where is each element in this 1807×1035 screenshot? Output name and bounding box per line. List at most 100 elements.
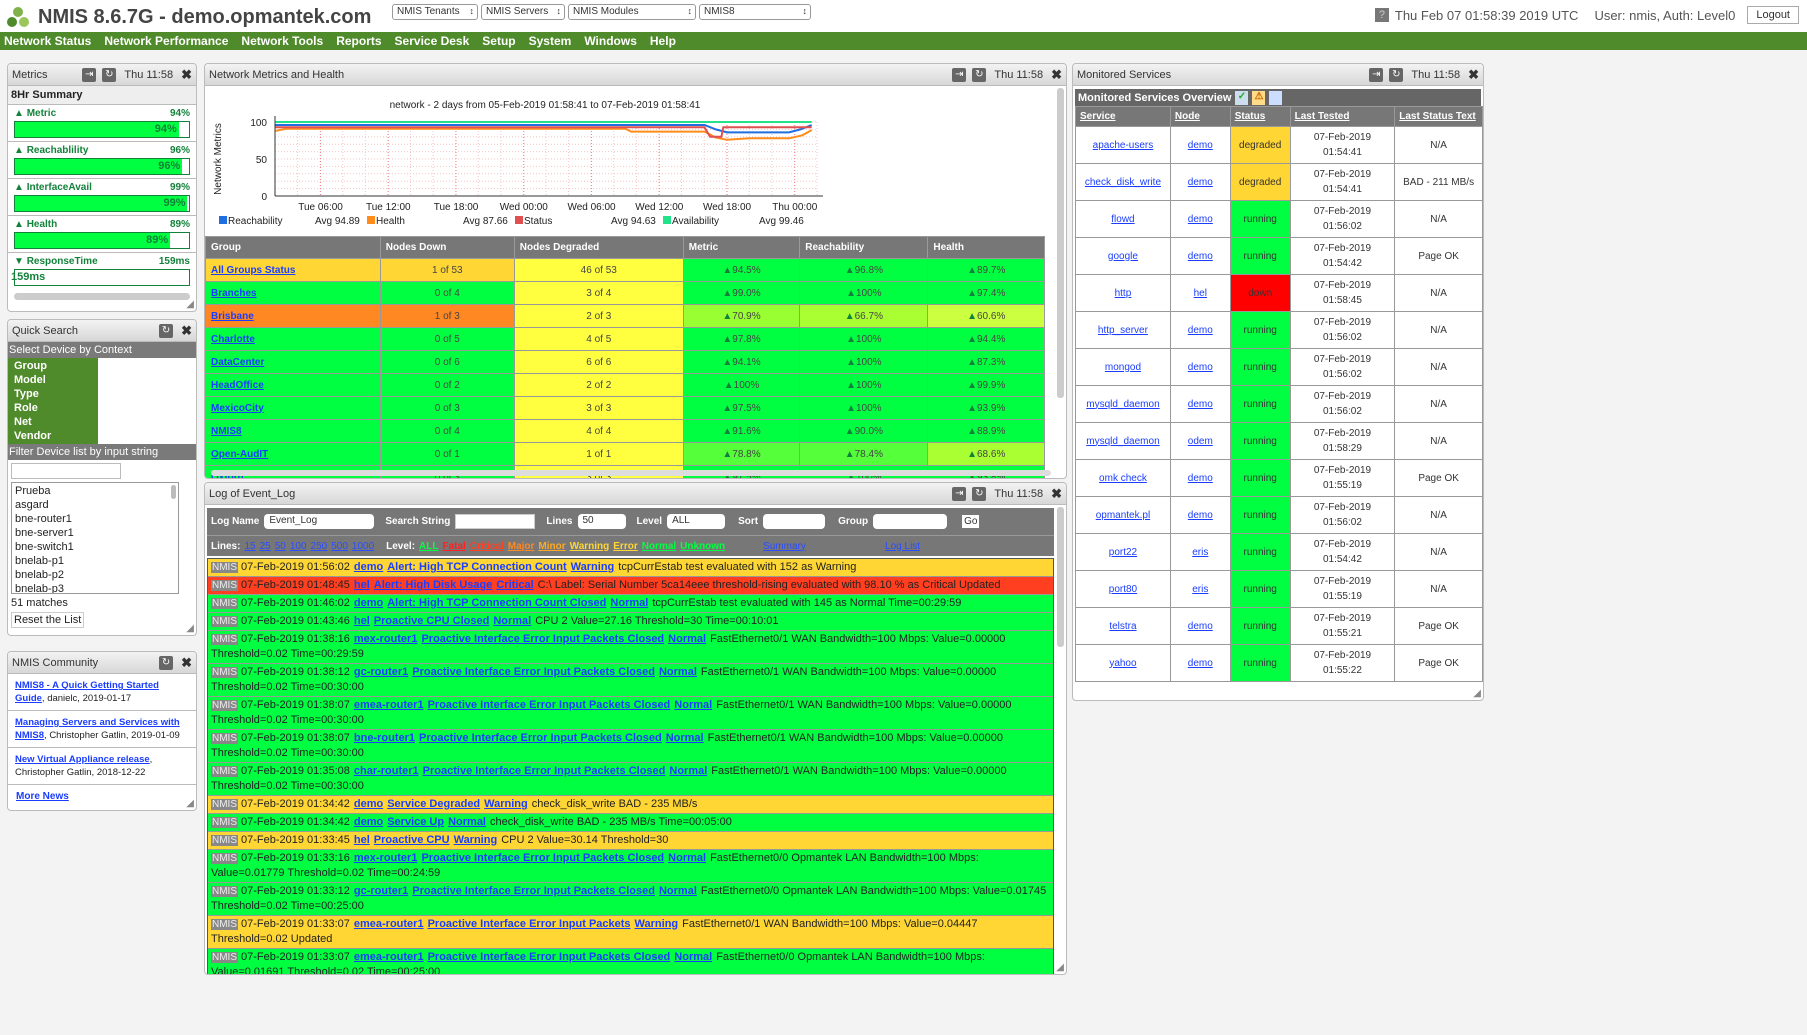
group-link[interactable]: Open-AudIT xyxy=(211,448,269,460)
node-link[interactable]: demo xyxy=(1187,324,1213,336)
log-level-link[interactable]: Warning xyxy=(484,798,528,810)
lines-link-50[interactable]: 50 xyxy=(274,540,286,552)
log-node-link[interactable]: hel xyxy=(353,579,370,591)
refresh-icon[interactable]: ↻ xyxy=(972,486,987,501)
sort-link[interactable]: Last Tested xyxy=(1294,111,1350,122)
log-node-link[interactable]: emea-router1 xyxy=(353,699,424,711)
level-link-error[interactable]: Error xyxy=(613,540,638,552)
node-link[interactable]: odem xyxy=(1187,435,1213,447)
close-icon[interactable]: ✖ xyxy=(181,654,192,670)
close-icon[interactable]: ✖ xyxy=(181,322,192,338)
servers-select[interactable]: NMIS Servers xyxy=(481,4,565,20)
lines-link-500[interactable]: 500 xyxy=(331,540,348,552)
refresh-icon[interactable]: ↻ xyxy=(159,323,174,338)
group-link[interactable]: All Groups Status xyxy=(211,264,296,276)
log-event-link[interactable]: Proactive Interface Error Input Packets … xyxy=(422,765,666,777)
log-event-link[interactable]: Proactive Interface Error Input Packets … xyxy=(412,666,655,678)
log-node-link[interactable]: mex-router1 xyxy=(353,633,418,645)
ok-filter-icon[interactable]: ✓ xyxy=(1235,90,1249,105)
sort-link[interactable]: Last Status Text xyxy=(1399,111,1476,122)
refresh-icon[interactable]: ↻ xyxy=(972,67,987,82)
level-link-all[interactable]: ALL xyxy=(419,540,439,552)
level-link-fatal[interactable]: Fatal xyxy=(442,540,466,552)
go-button[interactable]: Go xyxy=(962,515,980,528)
sort-link[interactable]: Status xyxy=(1234,111,1266,122)
help-icon[interactable]: ? xyxy=(1374,8,1389,22)
node-link[interactable]: demo xyxy=(1187,509,1213,521)
context-role[interactable]: Role xyxy=(14,402,38,414)
log-level-link[interactable]: Normal xyxy=(674,699,713,711)
node-link[interactable]: demo xyxy=(1187,250,1213,262)
log-level-link[interactable]: Warning xyxy=(634,918,679,930)
service-link[interactable]: google xyxy=(1107,250,1138,262)
service-link[interactable]: http_server xyxy=(1097,324,1148,336)
level-link-major[interactable]: Major xyxy=(507,540,535,552)
node-link[interactable]: demo xyxy=(1187,361,1213,373)
log-event-link[interactable]: Proactive CPU Closed xyxy=(373,615,490,627)
device-item[interactable]: bnelab-p3 xyxy=(15,583,64,594)
context-type[interactable]: Type xyxy=(14,388,39,400)
warning-filter-icon[interactable]: ⚠ xyxy=(1252,90,1266,105)
log-event-link[interactable]: Alert: High Disk Usage xyxy=(373,579,493,591)
node-link[interactable]: eris xyxy=(1192,583,1209,595)
log-level-link[interactable]: Warning xyxy=(570,561,615,573)
service-link[interactable]: port80 xyxy=(1108,583,1138,595)
column-header[interactable]: Node xyxy=(1169,106,1231,127)
node-link[interactable]: demo xyxy=(1187,620,1213,632)
popout-icon[interactable]: ⇥ xyxy=(82,67,97,82)
lines-link-15[interactable]: 15 xyxy=(244,540,256,552)
context-vendor[interactable]: Vendor xyxy=(14,430,52,442)
service-link[interactable]: opmantek.pl xyxy=(1095,509,1151,521)
panel-header[interactable]: Log of Event_Log ⇥ ↻ Thu 11:58 ✖ xyxy=(205,483,1066,505)
context-net[interactable]: Net xyxy=(14,416,32,428)
service-link[interactable]: apache-users xyxy=(1092,139,1154,151)
news-link[interactable]: Managing Servers and Services with NMIS8 xyxy=(15,717,180,741)
close-icon[interactable]: ✖ xyxy=(1051,66,1062,82)
resize-grip-icon[interactable]: ◢ xyxy=(186,798,194,809)
panel-header[interactable]: Metrics ⇥ ↻ Thu 11:58 ✖ xyxy=(8,64,196,86)
group-select[interactable] xyxy=(873,514,948,529)
group-link[interactable]: Brisbane xyxy=(211,310,254,322)
all-filter-icon[interactable] xyxy=(1269,90,1283,105)
device-item[interactable]: Prueba xyxy=(15,485,51,497)
group-link[interactable]: MexicoCity xyxy=(211,402,264,414)
vertical-scrollbar[interactable] xyxy=(1057,88,1064,398)
summary-link[interactable]: Summary xyxy=(763,540,806,552)
horizontal-scrollbar[interactable] xyxy=(211,470,1051,476)
node-link[interactable]: demo xyxy=(1187,176,1213,188)
service-link[interactable]: mongod xyxy=(1104,361,1142,373)
node-link[interactable]: demo xyxy=(1187,472,1213,484)
panel-header[interactable]: Quick Search ↻ ✖ xyxy=(8,320,196,342)
node-link[interactable]: eris xyxy=(1192,546,1209,558)
log-event-link[interactable]: Proactive Interface Error Input Packets … xyxy=(419,732,662,744)
log-event-link[interactable]: Proactive Interface Error Input Packets … xyxy=(421,852,665,864)
log-node-link[interactable]: demo xyxy=(353,597,384,609)
log-node-link[interactable]: hel xyxy=(353,834,370,846)
device-item[interactable]: bne-router1 xyxy=(15,513,72,525)
level-link-unknown[interactable]: Unknown xyxy=(680,540,726,552)
log-node-link[interactable]: demo xyxy=(353,798,384,810)
group-link[interactable]: DataCenter xyxy=(211,356,265,368)
log-node-link[interactable]: emea-router1 xyxy=(353,918,424,930)
level-link-minor[interactable]: Minor xyxy=(538,540,566,552)
node-link[interactable]: hel xyxy=(1193,287,1207,299)
refresh-icon[interactable]: ↻ xyxy=(159,655,174,670)
panel-header[interactable]: Network Metrics and Health ⇥ ↻ Thu 11:58 ✖ xyxy=(205,64,1066,86)
log-level-link[interactable]: Normal xyxy=(665,732,704,744)
log-node-link[interactable]: emea-router1 xyxy=(353,951,424,963)
log-event-link[interactable]: Proactive Interface Error Input Packets … xyxy=(412,885,655,897)
popout-icon[interactable]: ⇥ xyxy=(1369,67,1384,82)
more-news-link[interactable]: More News xyxy=(16,791,69,802)
tenants-select[interactable]: NMIS Tenants xyxy=(392,4,478,20)
resize-grip-icon[interactable]: ◢ xyxy=(1056,962,1064,973)
service-link[interactable]: omk check xyxy=(1099,472,1147,484)
list-scrollbar[interactable] xyxy=(171,485,176,499)
log-level-link[interactable]: Normal xyxy=(658,666,697,678)
group-link[interactable]: NMIS8 xyxy=(211,425,242,437)
service-link[interactable]: mysqld_daemon xyxy=(1086,398,1160,410)
context-group[interactable]: Group xyxy=(14,360,47,372)
news-link[interactable]: NMIS8 - A Quick Getting Started Guide xyxy=(15,680,159,704)
group-link[interactable]: HeadOffice xyxy=(211,379,264,391)
service-link[interactable]: http xyxy=(1114,287,1132,299)
menu-system[interactable]: System xyxy=(528,34,572,48)
